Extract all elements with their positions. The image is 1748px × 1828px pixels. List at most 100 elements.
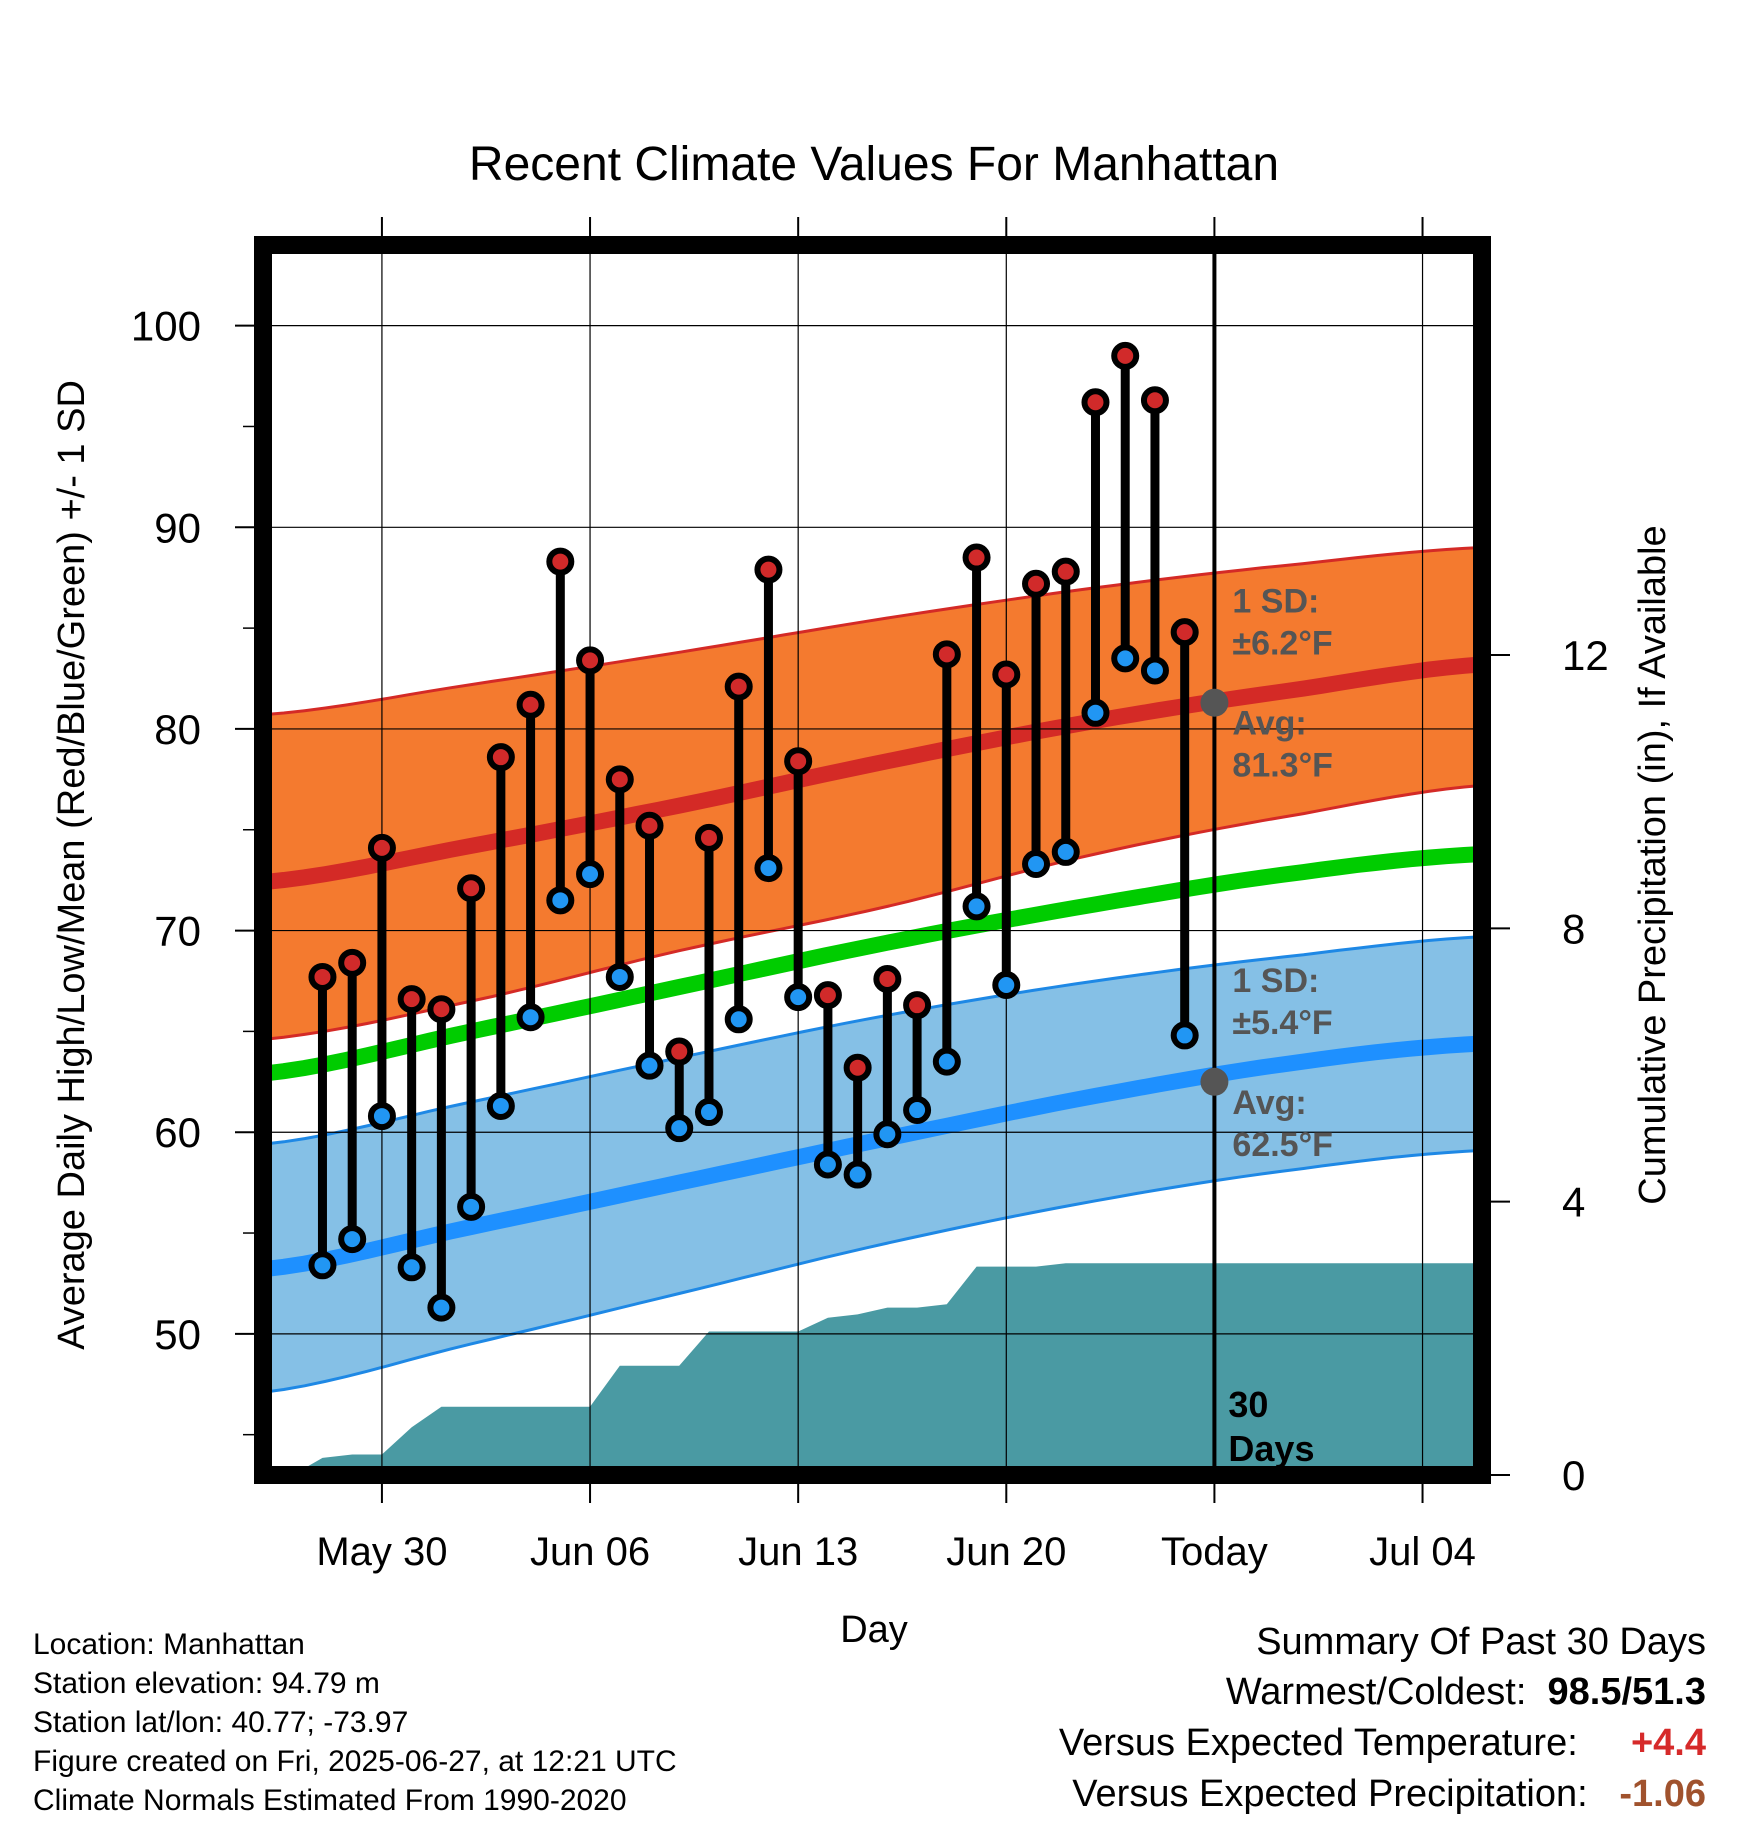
summary-precip-row: Versus Expected Precipitation: -1.06 [1059,1769,1706,1820]
summary-precip-label: Versus Expected Precipitation: [1072,1773,1588,1815]
precip-area [263,1263,1482,1475]
location-text: Location: Manhattan [33,1628,305,1661]
daily-low-point [516,1003,545,1032]
daily-high-point [576,646,605,675]
precip-layer [263,1263,1482,1475]
daily-high-point [1111,341,1140,370]
y-tick-label: 70 [154,908,201,955]
daily-low-point [724,1005,753,1034]
plot-frame [254,236,1491,1484]
daily-high-point [813,981,842,1010]
daily-high-point [932,640,961,669]
daily-low-point [873,1120,902,1149]
summary-temp-row: Versus Expected Temperature: +4.4 [1059,1718,1706,1769]
low-sd-lower-line [262,1148,1483,1394]
daily-low-point [308,1251,337,1280]
daily-low-point [605,962,634,991]
daily-low-point [903,1096,932,1125]
low-sd-label: 1 SD: [1232,962,1319,1000]
daily-high-point [1170,618,1199,647]
summary-panel: Summary Of Past 30 Days Warmest/Coldest:… [1059,1617,1706,1820]
daily-low-point [1111,644,1140,673]
low-avg-label: Avg: [1232,1084,1306,1122]
daily-low-point [457,1192,486,1221]
days-word-label: Days [1228,1428,1314,1469]
daily-high-point [635,811,664,840]
daily-low-point [427,1293,456,1322]
today-high-avg-marker [1200,688,1229,717]
x-tick-label: Jun 20 [946,1530,1066,1574]
daily-low-point [367,1102,396,1131]
low-sd-band [263,936,1482,1393]
annotations-layer: 1 SD: ±6.2°F Avg: 81.3°F 1 SD: ±5.4°F Avg: 62.5… [1200,583,1333,1469]
daily-high-point [1140,386,1169,415]
summary-temp-value: +4.4 [1630,1722,1706,1764]
daily-low-point [665,1114,694,1143]
days-count-label: 30 [1228,1384,1268,1425]
daily-low-point [397,1253,426,1282]
daily-high-point [873,964,902,993]
low-sd-value: ±5.4°F [1232,1004,1332,1042]
daily-low-point [784,983,813,1012]
daily-low-point [1081,698,1110,727]
summary-precip-value: -1.06 [1619,1773,1706,1815]
chart-title: Recent Climate Values For Manhattan [469,138,1279,191]
daily-high-point [903,991,932,1020]
daily-high-point [992,660,1021,689]
summary-warmest-row: Warmest/Coldest: 98.5/51.3 [1059,1667,1706,1718]
daily-low-point [1140,656,1169,685]
y2-tick-label: 4 [1562,1179,1585,1226]
today-low-avg-marker [1200,1067,1229,1096]
daily-low-point [754,854,783,883]
y-axis-label: Average Daily High/Low/Mean (Red/Blue/Gr… [51,380,93,1350]
daily-low-point [1170,1021,1199,1050]
x-tick-label: Jun 13 [738,1530,858,1574]
daily-low-point [932,1047,961,1076]
high-avg-value: 81.3°F [1232,747,1333,785]
daily-low-point [635,1051,664,1080]
daily-high-point [367,833,396,862]
daily-low-point [576,860,605,889]
high-avg-label: Avg: [1232,705,1306,743]
daily-low-point [1022,850,1051,879]
y2-tick-label: 0 [1562,1452,1585,1499]
summary-title: Summary Of Past 30 Days [1256,1621,1706,1663]
daily-high-point [338,948,367,977]
normals-text: Climate Normals Estimated From 1990-2020 [33,1784,627,1817]
x-tick-label: Jul 04 [1369,1530,1476,1574]
daily-low-point [1051,837,1080,866]
daily-high-point [516,690,545,719]
daily-high-point [754,555,783,584]
daily-high-point [1051,557,1080,586]
latlon-text: Station lat/lon: 40.77; -73.97 [33,1706,409,1739]
y2-tick-label: 8 [1562,905,1585,952]
daily-high-point [1022,569,1051,598]
daily-low-point [992,971,1021,1000]
daily-high-point [724,672,753,701]
high-sd-value: ±6.2°F [1232,625,1332,663]
daily-high-point [962,543,991,572]
daily-high-point [694,823,723,852]
daily-low-point [962,892,991,921]
x-tick-label: Jun 06 [530,1530,650,1574]
y2-axis-label: Cumulative Precipitation (in), If Availa… [1632,525,1674,1204]
summary-temp-label: Versus Expected Temperature: [1058,1722,1578,1764]
daily-low-point [546,886,575,915]
station-info: Location: Manhattan Station elevation: 9… [33,1625,677,1820]
daily-low-point [843,1160,872,1189]
created-text: Figure created on Fri, 2025-06-27, at 12… [33,1745,677,1778]
daily-high-point [605,765,634,794]
high-sd-upper-line [262,546,1483,717]
x-axis-label: Day [840,1609,908,1651]
x-tick-label: May 30 [316,1530,447,1574]
daily-high-point [784,747,813,776]
daily-low-point [694,1098,723,1127]
y2-tick-label: 12 [1562,632,1609,679]
frame-layer [254,236,1491,1484]
high-sd-label: 1 SD: [1232,583,1319,621]
elevation-text: Station elevation: 94.79 m [33,1667,380,1700]
y-tick-label: 90 [154,504,201,551]
daily-high-point [308,962,337,991]
summary-warmest-value: 98.5/51.3 [1547,1671,1706,1713]
